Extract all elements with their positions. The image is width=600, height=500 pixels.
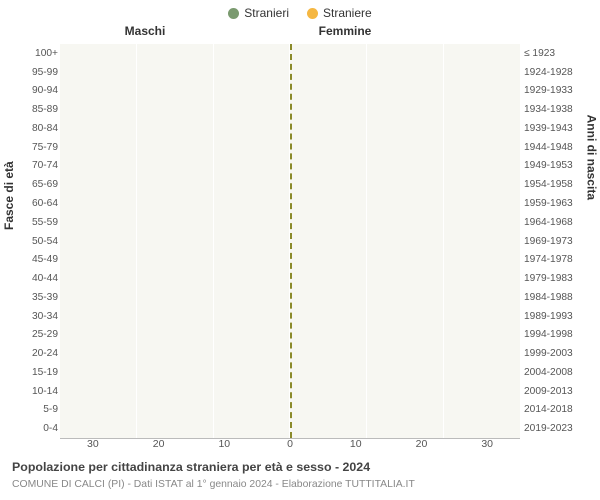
birth-label: 1969-1973 — [524, 232, 588, 251]
age-label: 85-89 — [18, 100, 58, 119]
birth-label: 1979-1983 — [524, 269, 588, 288]
age-label: 75-79 — [18, 138, 58, 157]
legend-item-female: Straniere — [307, 6, 372, 20]
column-headers: Maschi Femmine — [0, 20, 600, 38]
birth-label: 1984-1988 — [524, 288, 588, 307]
birth-label: 1999-2003 — [524, 344, 588, 363]
chart-title: Popolazione per cittadinanza straniera p… — [12, 460, 370, 474]
birth-label: 1949-1953 — [524, 157, 588, 176]
legend-item-male: Stranieri — [228, 6, 289, 20]
age-label: 55-59 — [18, 213, 58, 232]
population-pyramid-chart: Stranieri Straniere Maschi Femmine Fasce… — [0, 0, 600, 500]
chart-subtitle: COMUNE DI CALCI (PI) - Dati ISTAT al 1° … — [12, 479, 415, 490]
age-label: 15-19 — [18, 363, 58, 382]
legend: Stranieri Straniere — [0, 0, 600, 20]
x-axis-ticks: 3020100102030 — [60, 438, 520, 450]
legend-label-female: Straniere — [323, 6, 372, 20]
age-label: 40-44 — [18, 269, 58, 288]
x-tick: 30 — [60, 438, 126, 450]
x-tick: 20 — [389, 438, 455, 450]
age-label: 80-84 — [18, 119, 58, 138]
birth-label: 1974-1978 — [524, 250, 588, 269]
birth-label: 1994-1998 — [524, 325, 588, 344]
birth-label: 2004-2008 — [524, 363, 588, 382]
birth-label: 1989-1993 — [524, 307, 588, 326]
legend-label-male: Stranieri — [244, 6, 289, 20]
birth-label: 1959-1963 — [524, 194, 588, 213]
age-labels: 100+95-9990-9485-8980-8475-7970-7465-696… — [18, 44, 58, 438]
swatch-female — [307, 8, 318, 19]
swatch-male — [228, 8, 239, 19]
x-tick: 30 — [454, 438, 520, 450]
age-label: 65-69 — [18, 175, 58, 194]
x-tick: 10 — [323, 438, 389, 450]
plot-area — [60, 44, 520, 438]
age-label: 25-29 — [18, 325, 58, 344]
age-label: 95-99 — [18, 63, 58, 82]
birth-label: 1929-1933 — [524, 82, 588, 101]
birth-label: 1924-1928 — [524, 63, 588, 82]
birth-label: 1939-1943 — [524, 119, 588, 138]
age-label: 10-14 — [18, 382, 58, 401]
center-line — [290, 44, 292, 438]
age-label: 60-64 — [18, 194, 58, 213]
age-label: 35-39 — [18, 288, 58, 307]
age-label: 90-94 — [18, 82, 58, 101]
age-label: 70-74 — [18, 157, 58, 176]
age-label: 100+ — [18, 44, 58, 63]
age-label: 50-54 — [18, 232, 58, 251]
y-axis-left-title: Fasce di età — [2, 161, 16, 230]
age-label: 5-9 — [18, 401, 58, 420]
birth-label: 1964-1968 — [524, 213, 588, 232]
age-label: 45-49 — [18, 250, 58, 269]
birth-label: 2014-2018 — [524, 401, 588, 420]
header-female: Femmine — [230, 24, 460, 38]
birth-label: 1944-1948 — [524, 138, 588, 157]
birth-label: 2019-2023 — [524, 419, 588, 438]
birth-labels: ≤ 19231924-19281929-19331934-19381939-19… — [524, 44, 588, 438]
age-label: 30-34 — [18, 307, 58, 326]
header-male: Maschi — [0, 24, 230, 38]
x-tick: 20 — [126, 438, 192, 450]
x-tick: 0 — [257, 438, 323, 450]
age-label: 0-4 — [18, 419, 58, 438]
x-tick: 10 — [191, 438, 257, 450]
birth-label: 1934-1938 — [524, 100, 588, 119]
birth-label: 2009-2013 — [524, 382, 588, 401]
birth-label: ≤ 1923 — [524, 44, 588, 63]
birth-label: 1954-1958 — [524, 175, 588, 194]
age-label: 20-24 — [18, 344, 58, 363]
